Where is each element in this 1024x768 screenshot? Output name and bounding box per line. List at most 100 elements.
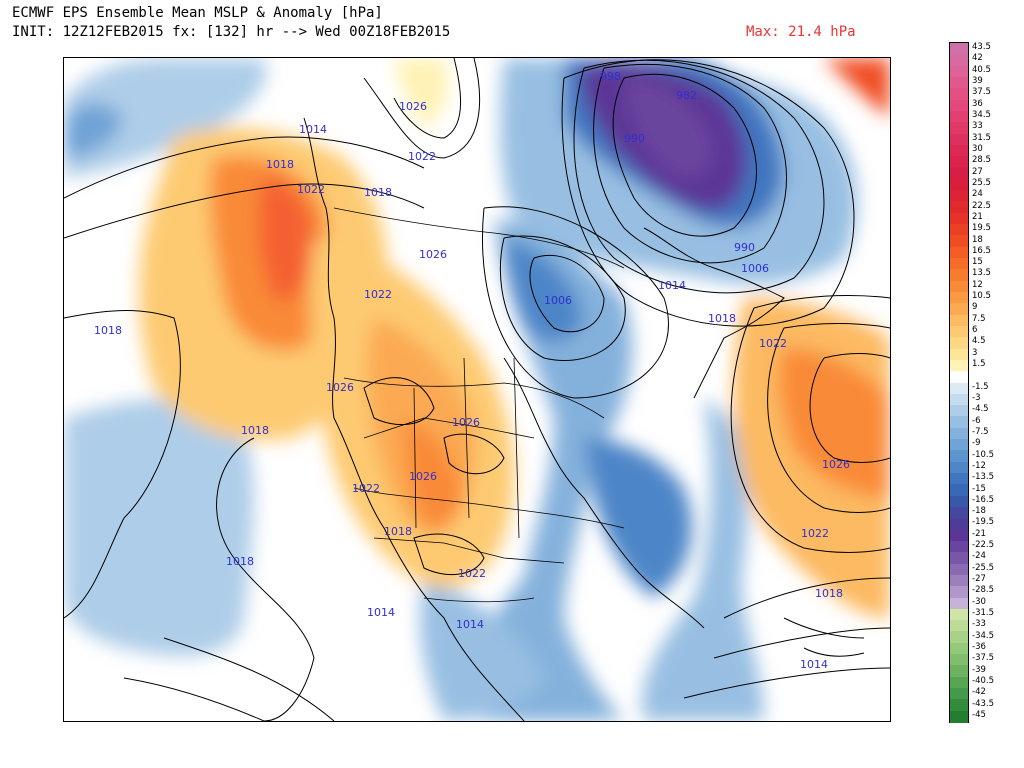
colorbar-label: 3	[972, 347, 978, 358]
colorbar-label: 9	[972, 302, 978, 313]
colorbar-cell	[950, 382, 968, 395]
isobar-label: 982	[676, 89, 697, 102]
colorbar-cell	[950, 133, 968, 146]
colorbar-cell	[950, 110, 968, 123]
colorbar-cell	[950, 642, 968, 655]
colorbar-cell	[950, 597, 968, 610]
colorbar-cell	[950, 710, 968, 723]
isobar-label: 1022	[408, 150, 436, 163]
isobar-label: 1018	[266, 158, 294, 171]
isobar-label: 1014	[800, 658, 828, 671]
colorbar-cell	[950, 201, 968, 214]
colorbar-label: -31.5	[972, 607, 994, 618]
colorbar-cell	[950, 586, 968, 599]
colorbar-label: 21	[972, 211, 983, 222]
colorbar-cell	[950, 246, 968, 259]
colorbar-cell	[950, 224, 968, 236]
isobar-label: 1006	[544, 294, 572, 307]
colorbar-label: 27	[972, 166, 983, 177]
colorbar-label: -28.5	[972, 585, 994, 596]
isobar-label: 1018	[384, 525, 412, 538]
colorbar-cell	[950, 99, 968, 112]
colorbar-cell	[950, 371, 968, 384]
colorbar-cell	[950, 122, 968, 135]
colorbar-label: 28.5	[972, 155, 991, 166]
isobar-label: 1018	[94, 324, 122, 337]
colorbar-cell	[950, 506, 968, 519]
colorbar-cell	[950, 269, 968, 282]
colorbar-cell	[950, 190, 968, 203]
colorbar-label: 37.5	[972, 87, 991, 98]
isobar-label: 1018	[815, 587, 843, 600]
isobar-label: 1018	[226, 555, 254, 568]
colorbar-label: 36	[972, 98, 983, 109]
colorbar-label: -1.5	[972, 381, 989, 392]
colorbar-cell	[950, 235, 968, 248]
colorbar-cell	[950, 167, 968, 180]
isobar-label: 998	[600, 70, 621, 83]
colorbar-label: 24	[972, 189, 983, 200]
isobar-label: 1022	[759, 337, 787, 350]
colorbar-label: 22.5	[972, 200, 991, 211]
colorbar-cell	[950, 676, 968, 689]
isobar-label: 1022	[801, 527, 829, 540]
isobar-labels: 1026 1014 1018 1022 1022 1018 1026 1022 …	[94, 70, 850, 671]
colorbar-cell	[950, 325, 968, 338]
colorbar-cell	[950, 461, 968, 474]
colorbar-label: 6	[972, 325, 978, 336]
map-title: ECMWF EPS Ensemble Mean MSLP & Anomaly […	[12, 5, 383, 21]
weather-map: 1026 1014 1018 1022 1022 1018 1026 1022 …	[63, 57, 891, 722]
colorbar-label: 1.5	[972, 359, 986, 370]
colorbar-cell	[950, 620, 968, 633]
colorbar-cell	[950, 212, 968, 225]
isobar-label: 1026	[326, 381, 354, 394]
isobar-label: 1014	[456, 618, 484, 631]
colorbar-label: 16.5	[972, 245, 991, 256]
colorbar-label: -43.5	[972, 698, 994, 709]
isobar-label: 1018	[364, 186, 392, 199]
colorbar-cell	[950, 291, 968, 304]
isobars	[64, 58, 890, 721]
colorbar-label: -9	[972, 438, 981, 449]
isobar-label: 1022	[364, 288, 392, 301]
colorbar-cell	[950, 688, 968, 700]
colorbar-cell	[950, 563, 968, 576]
init-forecast-line: INIT: 12Z12FEB2015 fx: [132] hr --> Wed …	[12, 24, 451, 40]
colorbar-label: -25.5	[972, 562, 994, 573]
colorbar-label: 30	[972, 144, 983, 154]
colorbar-label: 34.5	[972, 110, 991, 121]
colorbar-cell	[950, 88, 968, 101]
colorbar-label: -4.5	[972, 404, 989, 415]
isobar-label: 1006	[741, 262, 769, 275]
colorbar-label: 18	[972, 234, 983, 245]
isobar-label: 1026	[409, 470, 437, 483]
colorbar-cell	[950, 393, 968, 406]
colorbar-labels: 43.5 42 40.5 39 37.5 36 34.5 33 31.5 30 28.5 27 25.5…	[972, 42, 1024, 723]
colorbar-label: -10.5	[972, 449, 994, 460]
borders	[333, 207, 625, 603]
colorbar-cell	[950, 314, 968, 327]
colorbar-label: -21	[972, 528, 986, 539]
colorbar-label: -7.5	[972, 426, 989, 437]
max-value-label: Max: 21.4 hPa	[746, 24, 856, 40]
colorbar-cell	[950, 654, 968, 666]
isobar-label: 990	[624, 132, 645, 145]
colorbar-cell	[950, 178, 968, 191]
colorbar-cell	[950, 427, 968, 440]
colorbar-label: 13.5	[972, 268, 991, 279]
colorbar-label: -16.5	[972, 494, 994, 505]
isobar-label: 1026	[822, 458, 850, 471]
colorbar-cell	[950, 574, 968, 587]
colorbar-cell	[950, 348, 968, 361]
colorbar-label: -30	[972, 596, 986, 607]
isobar-label: 990	[734, 241, 755, 254]
colorbar-label: 42	[972, 53, 983, 64]
colorbar-label: -22.5	[972, 540, 994, 551]
colorbar-cell	[950, 337, 968, 350]
isobar-label: 1026	[452, 416, 480, 429]
isobar-label: 1022	[297, 183, 325, 196]
colorbar-cell	[950, 665, 968, 678]
colorbar-label: -37.5	[972, 653, 994, 664]
colorbar-label: -19.5	[972, 517, 994, 528]
colorbar-cell	[950, 699, 968, 712]
